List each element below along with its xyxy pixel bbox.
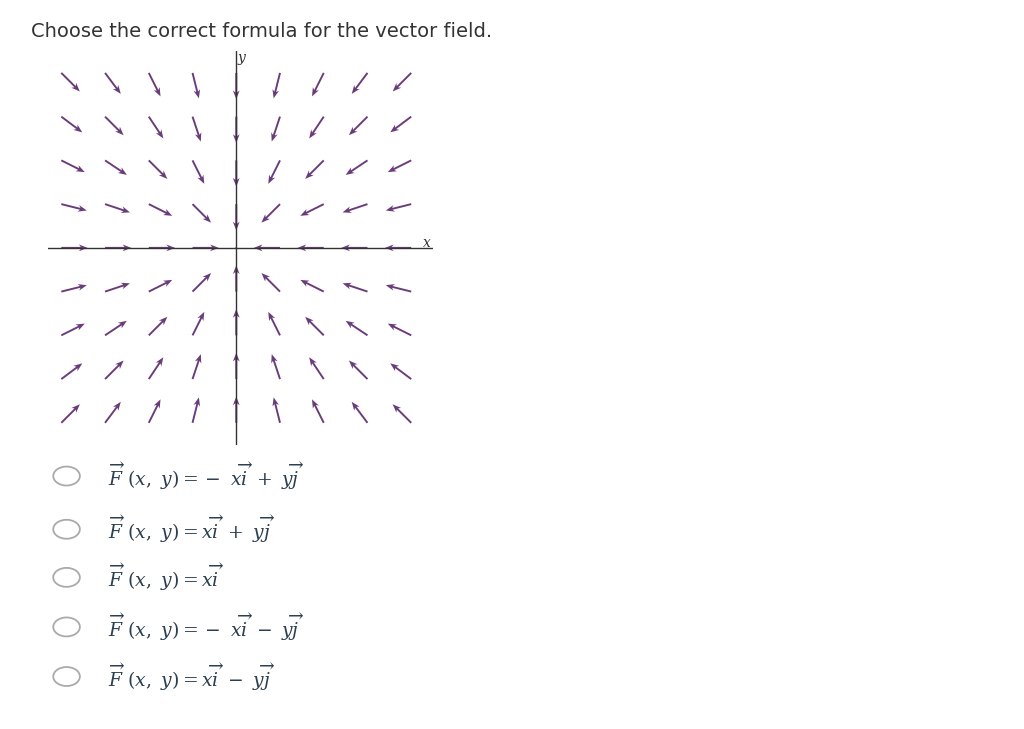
Text: $\overrightarrow{F}\ (x,\ y) = x\overrightarrow{i}$: $\overrightarrow{F}\ (x,\ y) = x\overrig… [108, 561, 224, 593]
Text: $\overrightarrow{F}\ (x,\ y) = -\ x\overrightarrow{i}\ -\ y\overrightarrow{j}$: $\overrightarrow{F}\ (x,\ y) = -\ x\over… [108, 611, 304, 643]
Text: x: x [423, 235, 430, 249]
Text: $\overrightarrow{F}\ (x,\ y) = x\overrightarrow{i}\ +\ y\overrightarrow{j}$: $\overrightarrow{F}\ (x,\ y) = x\overrig… [108, 513, 275, 545]
Text: y: y [238, 50, 246, 65]
Text: $\overrightarrow{F}\ (x,\ y) = x\overrightarrow{i}\ -\ y\overrightarrow{j}$: $\overrightarrow{F}\ (x,\ y) = x\overrig… [108, 660, 275, 693]
Text: $\overrightarrow{F}\ (x,\ y) = -\ x\overrightarrow{i}\ +\ y\overrightarrow{j}$: $\overrightarrow{F}\ (x,\ y) = -\ x\over… [108, 460, 304, 492]
Text: Choose the correct formula for the vector field.: Choose the correct formula for the vecto… [31, 22, 492, 41]
